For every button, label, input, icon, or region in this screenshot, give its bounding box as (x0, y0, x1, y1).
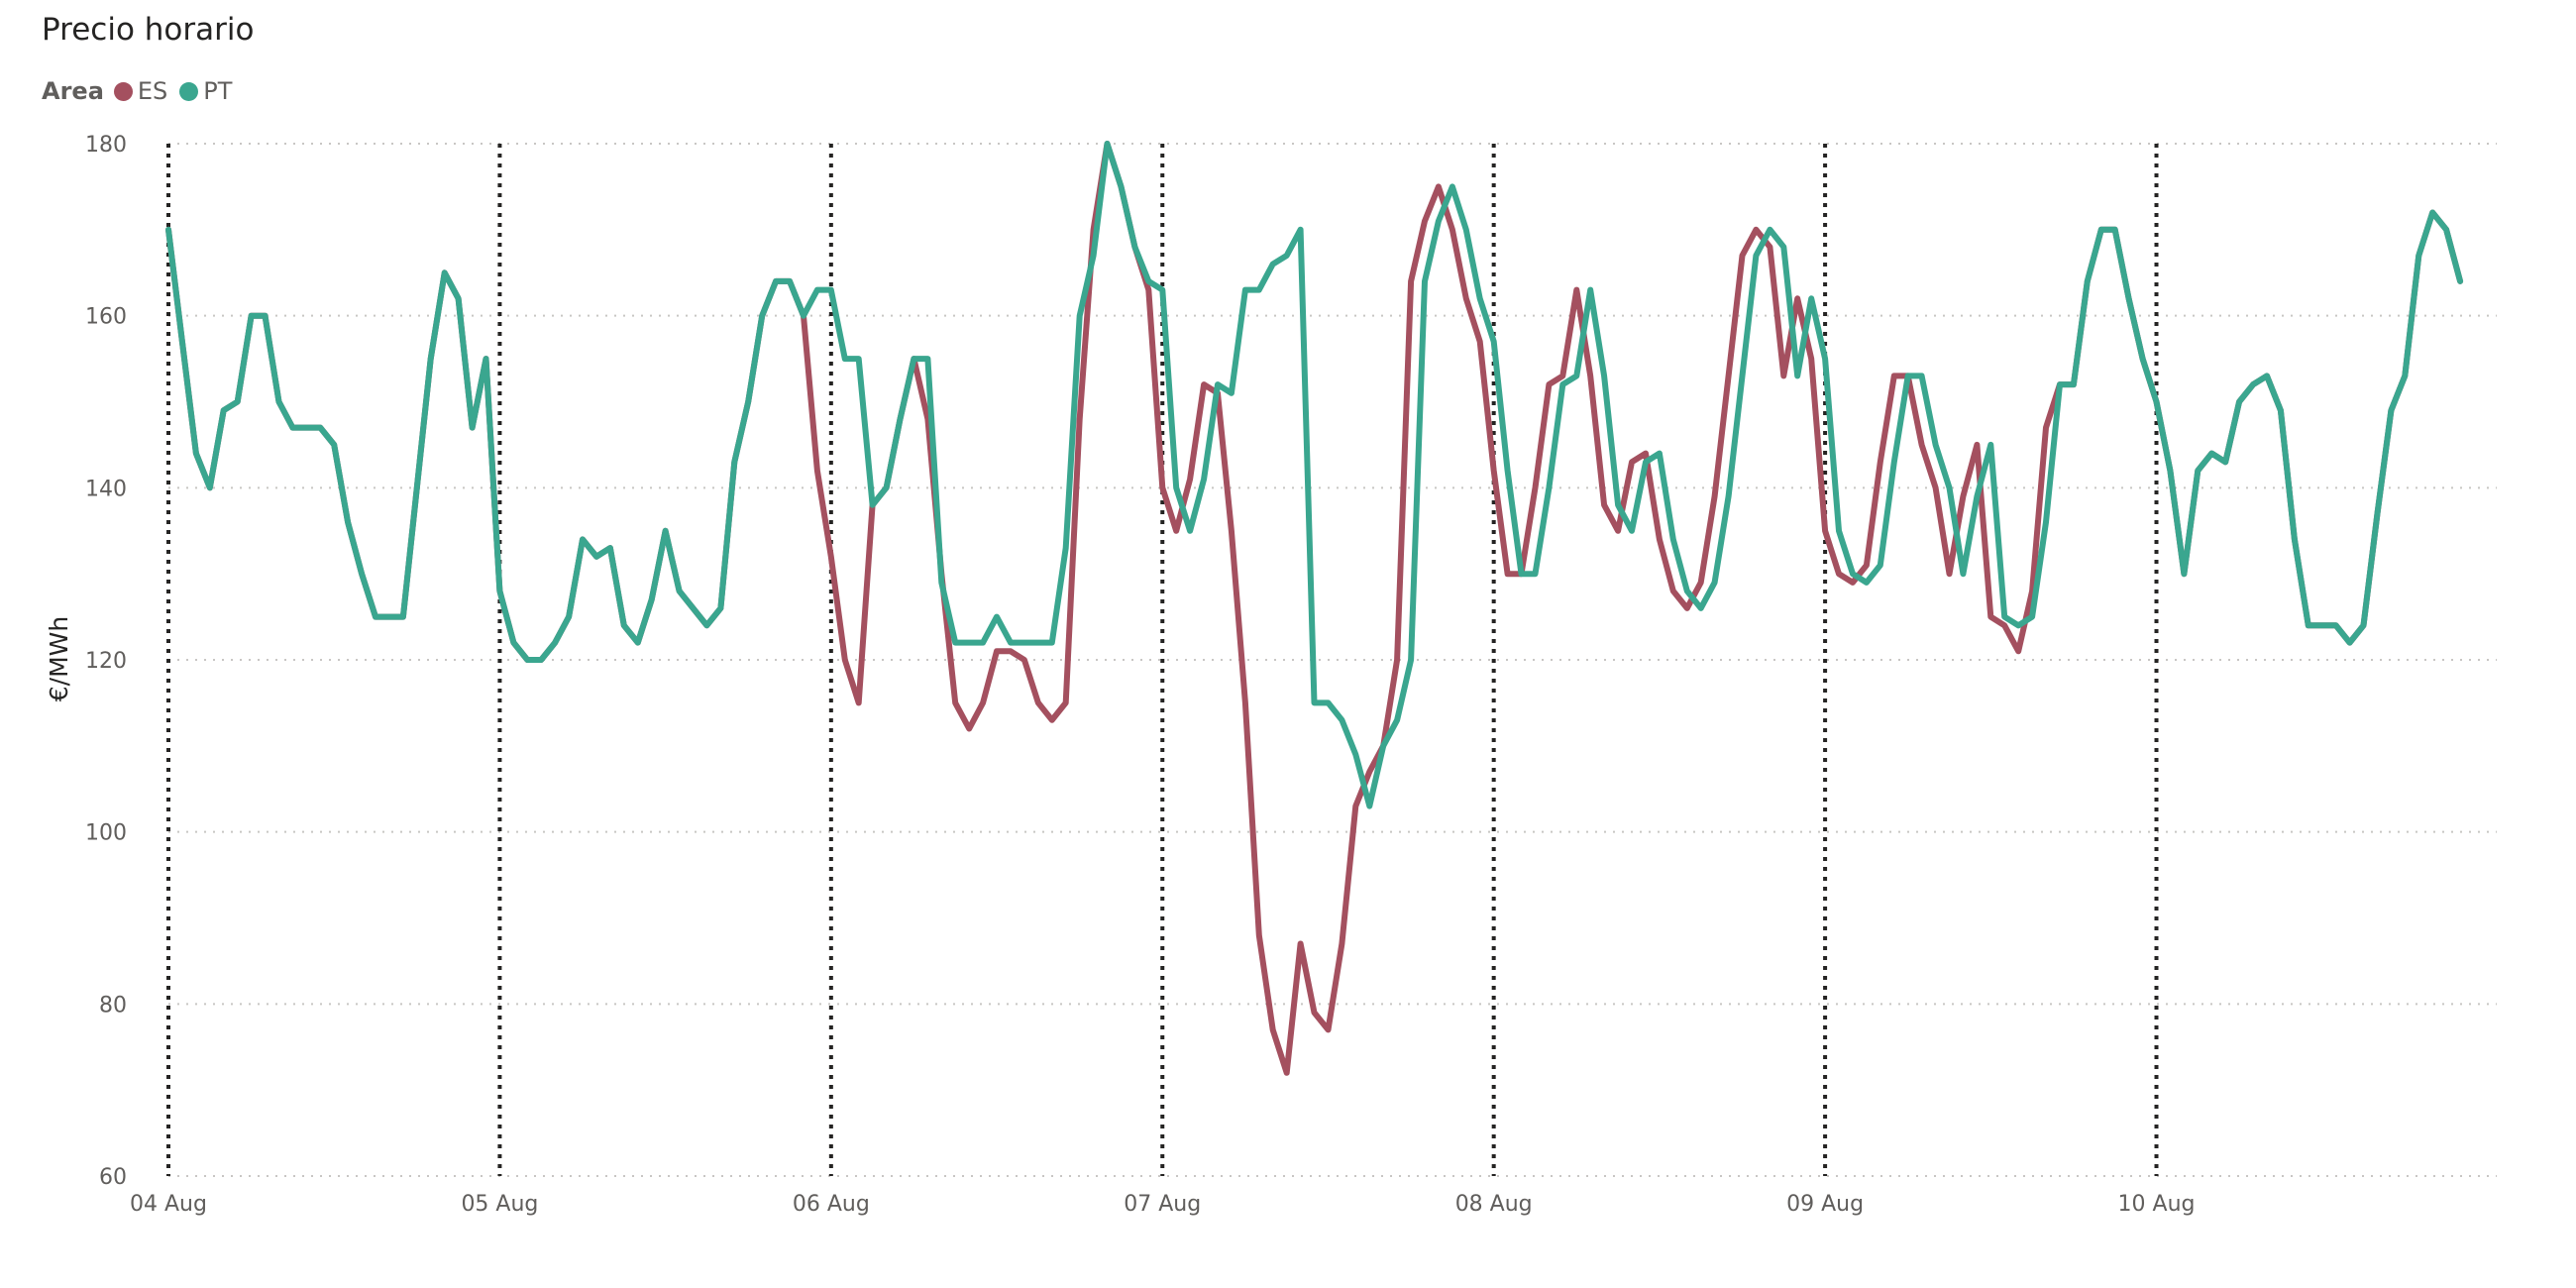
y-tick-label: 160 (85, 305, 127, 330)
y-tick-label: 180 (85, 133, 127, 158)
legend-item-pt[interactable]: PT (179, 77, 232, 105)
y-axis-title: €/MWh (45, 616, 73, 701)
x-tick-label: 09 Aug (1786, 1192, 1864, 1217)
x-tick-label: 06 Aug (793, 1192, 870, 1217)
chart-title: Precio horario (42, 12, 255, 48)
y-tick-label: 100 (85, 821, 127, 846)
legend-title: Area (42, 77, 104, 105)
gridlines (168, 143, 2497, 1177)
x-tick-label: 10 Aug (2118, 1192, 2196, 1217)
x-tick-label: 07 Aug (1124, 1192, 1201, 1217)
x-axis: 04 Aug 05 Aug 06 Aug 07 Aug 08 Aug 09 Aug 10 A… (130, 1192, 2195, 1217)
legend-label-pt: PT (203, 77, 233, 105)
y-axis: 60 80 100 120 140 160 180 (85, 133, 127, 1190)
legend: Area ES PT (42, 77, 244, 105)
legend-item-es[interactable]: ES (113, 77, 168, 105)
y-tick-label: 80 (99, 993, 127, 1018)
y-tick-label: 120 (85, 649, 127, 674)
x-tick-label: 08 Aug (1455, 1192, 1533, 1217)
series-line-pt[interactable] (165, 141, 2464, 809)
legend-marker-es (113, 81, 133, 101)
x-tick-label: 04 Aug (130, 1192, 207, 1217)
y-tick-label: 60 (99, 1165, 127, 1190)
y-tick-label: 140 (85, 477, 127, 501)
series-lines (165, 141, 2464, 1076)
legend-marker-pt (179, 81, 199, 101)
legend-label-es: ES (137, 77, 168, 105)
x-tick-label: 05 Aug (461, 1192, 538, 1217)
